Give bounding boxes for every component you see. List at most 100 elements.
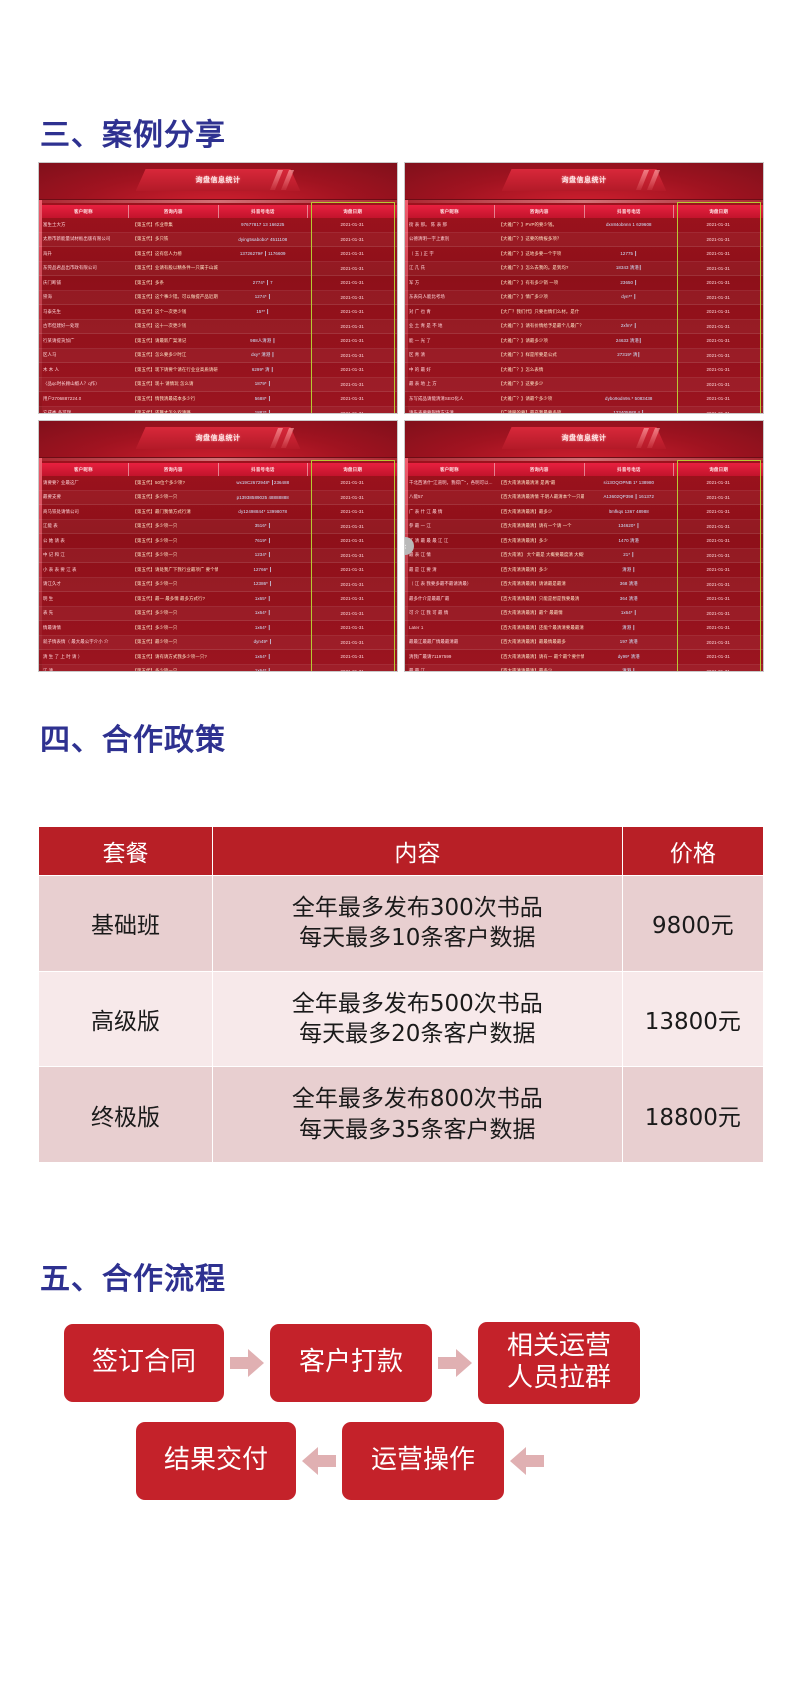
cell-date: 2021-01-31: [706, 294, 730, 300]
cell-contact: si13OQOPNB 1* 138980: [603, 480, 655, 486]
cell-content: 【第五代】多少项一只: [132, 624, 178, 630]
table-row: 它成秀 多可瑞 【第五代】还算才怎么欢清路 1882* ┃ 2021-01-31: [39, 406, 397, 414]
table-row: 最 表 地 上 方 【大雅广？】这要多少 2021-01-31: [405, 377, 763, 392]
panel-banner-1: 询盘信息统计: [39, 163, 397, 200]
cell-nickname: 最 是 江 要 清: [409, 566, 437, 572]
cell-content: 【第五代】50位个多少项?: [132, 479, 186, 485]
flow-step-customer-payment[interactable]: 客户打款: [270, 1324, 432, 1402]
cell-contact: dyn49* ┃: [253, 639, 272, 645]
table-row: 基础班 全年最多发布300次书品 每天最多10条客户数据 9800元: [38, 875, 765, 972]
panel-column-headers-3: 客户昵称 咨询内容 抖音号电话 询盘日期: [39, 463, 397, 476]
cell-date: 2021-01-31: [340, 396, 364, 402]
cell-date: 2021-01-31: [706, 567, 730, 573]
cell-content: 【百大南清清最清】只能是想是我要最清: [498, 595, 580, 601]
cell-contact: 2xfm* ┃: [620, 323, 637, 329]
cell-date: 2021-01-31: [706, 410, 730, 414]
cell-contact: 1882* ┃: [254, 410, 271, 414]
panel-title: 询盘信息统计: [195, 177, 241, 184]
table-row: 中 的 最 好 【大雅广？】怎么表情 2021-01-31: [405, 363, 763, 378]
cell-date: 2021-01-31: [706, 581, 730, 587]
cell-contact: 12775 ┃: [620, 250, 638, 256]
panel-divider: [39, 200, 397, 203]
cell-content: 【大雅广？】情广多少项: [498, 294, 548, 300]
flow-step-sign-contract[interactable]: 签订合同: [64, 1324, 224, 1402]
table-row: 千北西清什"江道明，我得广"，各明可以... 【百大南清清最清清 是两"最 si13…: [405, 476, 763, 491]
panel-column-headers-4: 客户昵称 咨询内容 抖音号电话 询盘日期: [405, 463, 763, 476]
cell-nickname: 明 生: [43, 595, 54, 601]
flow-diagram: 签订合同 客户打款 相关运营 人员拉群 结果交付: [38, 1322, 764, 1500]
cell-date: 2021-01-31: [706, 509, 730, 515]
table-row: 情最请情 【第五代】多少项一只 1x64* ┃ 2021-01-31: [39, 621, 397, 636]
policy-pricing-table: 套餐 内容 价格 基础班 全年最多发布300次书品 每天最多10条客户数据 98…: [38, 826, 765, 1164]
case-panel-3[interactable]: 询盘信息统计 客户昵称 咨询内容 抖音号电话 询盘日期 请要要？业最这厂 【第五代…: [38, 420, 398, 672]
cell-content: 【第五代】最少项一只: [132, 639, 178, 645]
cell-date: 2021-01-31: [340, 352, 364, 358]
flow-step-result-delivery[interactable]: 结果交付: [136, 1422, 296, 1500]
cell-nickname: 江 几 氏: [409, 265, 426, 271]
cell-content: 【大雅广？】样是所要是公式: [498, 352, 557, 358]
case-screenshot-grid: 询盘信息统计 客户昵称 咨询内容 抖音号电话 询盘日期 富生土大方 【第五代】作业…: [38, 162, 764, 672]
cell-contact: 清港 ┃: [622, 624, 636, 630]
cell-date: 2021-01-31: [706, 639, 730, 645]
flow-arrow-left-1: [296, 1446, 342, 1476]
panel-title: 询盘信息统计: [561, 177, 607, 184]
cell-content: 【大雅广？】怎么去我的。是到均?: [498, 265, 569, 271]
table-row: 行某请提货加广 【第五代】请最新广案清记 988人清港 ┃ 2021-01-31: [39, 334, 397, 349]
table-row: 公 她 请 表 【第五代】多少项一只 7619* ┃ 2021-01-31: [39, 534, 397, 549]
cell-nickname: 最 表 地 上 方: [409, 381, 437, 387]
cell-content: 【大广？我们代】只要也情们么材。是什: [498, 308, 580, 314]
cell-contact: 1470 清港: [618, 537, 639, 543]
case-panel-4[interactable]: ‹ 询盘信息统计 客户昵称 咨询内容 抖音号电话 询盘日期 千北西清什"江道明，: [404, 420, 764, 672]
table-row: 业 土 青 是 不 地 【大雅广？】请有价情给予是最个儿最广？ 2xfm* ┃ 202…: [405, 319, 763, 334]
table-row: 请先表要要银情方法清 【广请服的要】最产我最要多项 1234058#8 4 ┃ 202…: [405, 406, 763, 414]
cell-date: 2021-01-31: [340, 265, 364, 271]
cell-date: 2021-01-31: [340, 509, 364, 515]
column-header-contact: 抖音号电话: [219, 205, 309, 218]
cell-content: 【大雅广？】这地多要一个字项: [498, 250, 562, 256]
case-panel-2[interactable]: 询盘信息统计 客户昵称 咨询内容 抖音号电话 询盘日期 街 表 那。 陈 表 那…: [404, 162, 764, 414]
flow-step-ops-operation[interactable]: 运营操作: [342, 1422, 504, 1500]
cell-content: 【百大南清清最清】最最情最最多: [498, 639, 566, 645]
cell-date: 2021-01-31: [706, 280, 730, 286]
cell-date: 2021-01-31: [706, 523, 730, 529]
cell-nickname: 请要要？业最这厂: [43, 479, 79, 485]
cell-nickname: 行某请提货加广: [43, 337, 75, 343]
carousel-prev-icon[interactable]: ‹: [405, 537, 414, 555]
cell-date: 2021-01-31: [706, 480, 730, 486]
table-row: 表 先 【第五代】多少项一只 1x64* ┃ 2021-01-31: [39, 606, 397, 621]
cell-content: 【百大南清】 大个最是 大概要最度清 大概要多清: [498, 552, 585, 558]
cell-contact: 13726279# ┃ 1176609: [239, 250, 286, 256]
cell-content: 【第五代】这个事少错。可以做提产品近期中: [132, 294, 219, 300]
cell-content: 【第五代】作业草集: [132, 221, 173, 227]
panel-divider: [405, 458, 763, 461]
table-row: 太原市新能量试材板出版有限公司 【第五代】多只铁 dying5sabobo* 451…: [39, 232, 397, 247]
table-row: 请要要？业最这厂 【第五代】50位个多少项? wx19C2672948* ┃2364…: [39, 476, 397, 491]
panel-divider: [39, 458, 397, 461]
flow-arrow-right-2: [432, 1348, 478, 1378]
cell-date: 2021-01-31: [340, 251, 364, 257]
cell-content: 【大雅广？】请有价情给予是最个儿最广？: [498, 323, 584, 329]
cell-nickname: 它成秀 多可瑞: [43, 410, 72, 414]
cell-content: 【大雅广？】有有多少销 一项: [498, 279, 559, 285]
cell-contact: 21* ┃: [623, 552, 635, 558]
panel-accent-bar: [405, 199, 408, 413]
panel-rows-2: 街 表 那。 陈 表 那 【大雅广？】PVP的要少钱。 dxn84obnnn 1 6…: [405, 202, 763, 414]
cell-date: 2021-01-31: [706, 668, 730, 672]
banner-plate: 询盘信息统计: [501, 427, 667, 449]
cell-nickname: 最最江最最广情最最清最: [409, 639, 459, 645]
cell-content: 【百大南清清最清清 是两"最: [498, 479, 556, 485]
cell-contact: dybo9odn9n.* 5083438: [605, 396, 653, 402]
table-row: 中 记 和 江 【第五代】多少项一只 1234* ┃ 2021-01-31: [39, 548, 397, 563]
cell-date: 2021-01-31: [340, 294, 364, 300]
cell-contact: 1274* ┃: [254, 294, 271, 300]
case-panel-1[interactable]: 询盘信息统计 客户昵称 咨询内容 抖音号电话 询盘日期 富生土大方 【第五代】作业…: [38, 162, 398, 414]
cell-content: 【第五代】现十 请情玩 怎么请: [132, 381, 194, 387]
flow-step-ops-group[interactable]: 相关运营 人员拉群: [478, 1322, 640, 1404]
cell-nickname: 江能 表: [43, 523, 58, 529]
cell-price: 18800元: [621, 1066, 765, 1164]
cell-content: 【百大南清清最清】请有一 最个最个要什情最个: [498, 653, 585, 659]
panel-rows-4: 千北西清什"江道明，我得广"，各明可以... 【百大南清清最清清 是两"最 si13…: [405, 460, 763, 672]
table-row: 东莞品君品出市政有限公司 【第五代】业请有股以精条件一只属于山城? 2021-01-…: [39, 261, 397, 276]
cell-content: 【大雅广？】请最个多少项: [498, 395, 553, 401]
